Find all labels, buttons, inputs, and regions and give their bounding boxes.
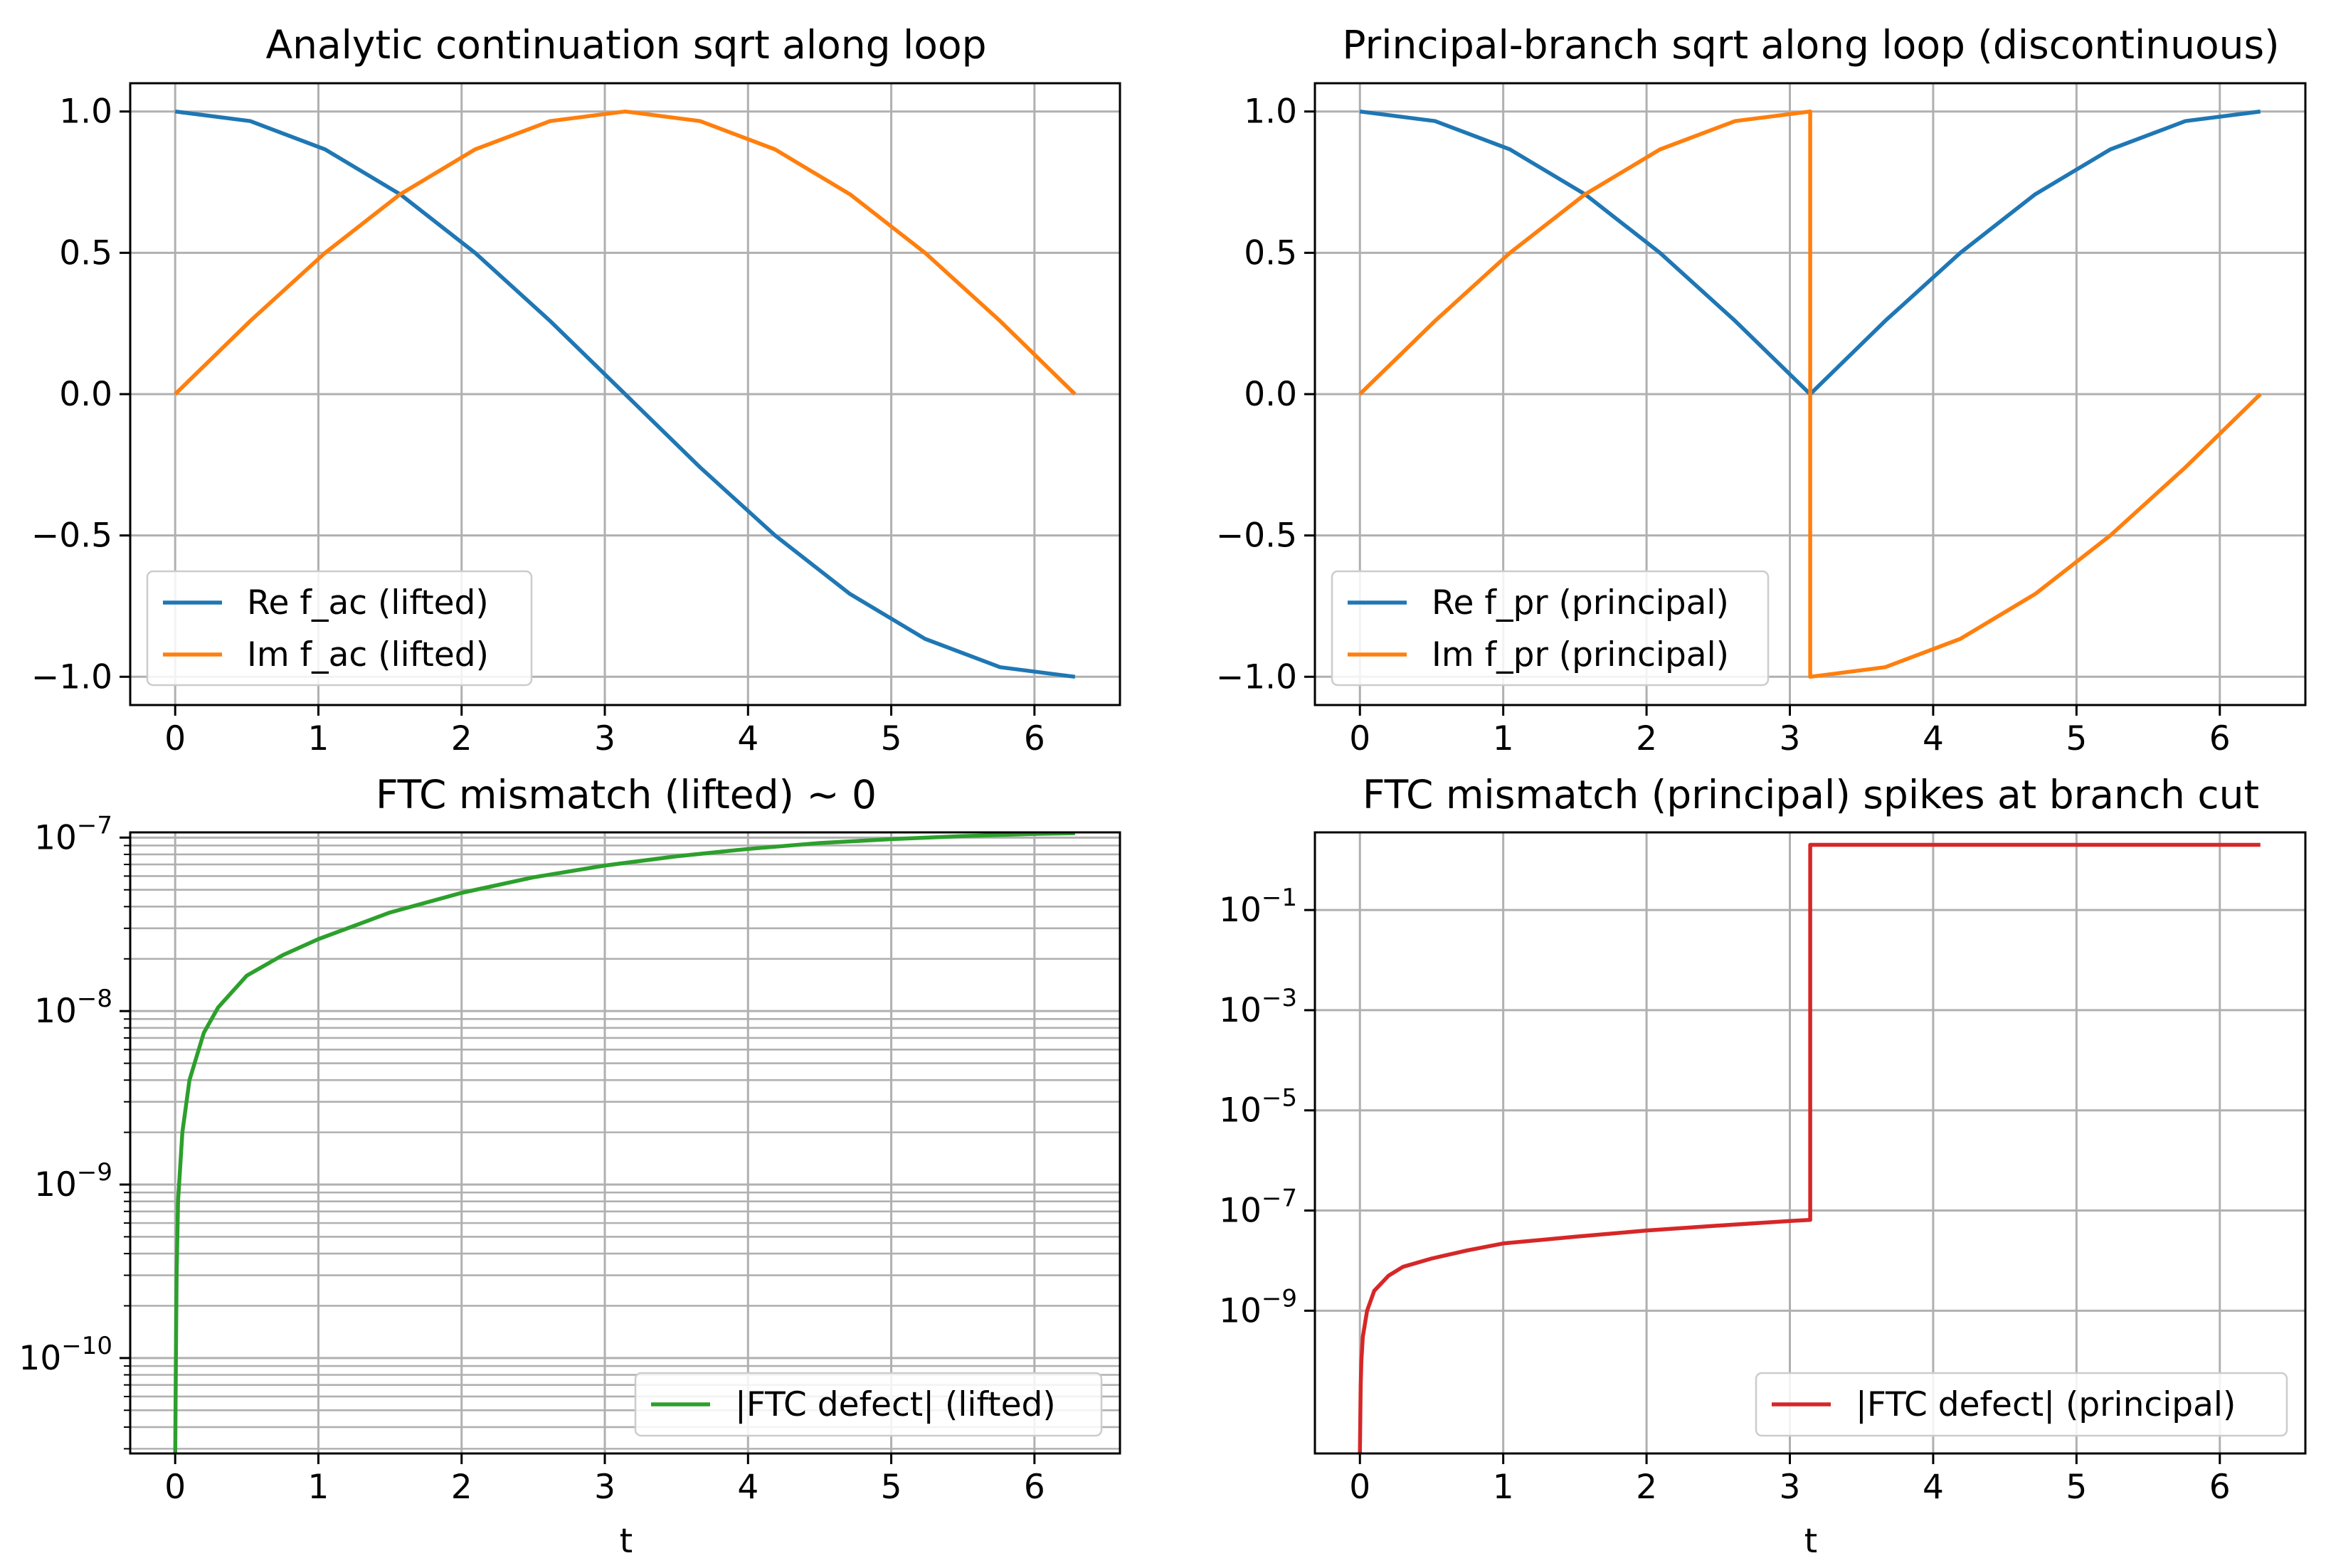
series-line	[174, 109, 1076, 679]
y-tick-label: 1.0	[1244, 92, 1297, 132]
x-tick-label: 5	[881, 719, 902, 758]
x-tick-label: 0	[164, 1468, 186, 1507]
axes-frame	[129, 831, 1121, 1455]
legend-box	[634, 1372, 1103, 1437]
legend-label: Re f_ac (lifted)	[247, 583, 489, 623]
y-tick-label: 0.0	[59, 375, 112, 414]
y-tick-label: 10−5	[1219, 1084, 1297, 1130]
legend-box	[146, 570, 533, 687]
x-axis-label: t	[620, 1522, 633, 1561]
panel-title: FTC mismatch (lifted) ~ 0	[376, 772, 877, 817]
y-tick-label: 0.5	[1244, 233, 1297, 272]
panel-title: Analytic continuation sqrt along loop	[265, 22, 986, 68]
x-tick-label: 0	[1349, 1468, 1370, 1507]
series-line	[1358, 109, 2262, 679]
y-tick-label: −0.5	[1216, 517, 1297, 556]
panel-principal-branch: 0 1 2 3 4 5 6 −1.0 −0.5 0.0 0.5 1.0 Re f_pr (princip…	[1216, 82, 2307, 758]
legend-label: Im f_ac (lifted)	[247, 635, 489, 674]
axes-frame	[1313, 82, 2307, 706]
x-tick-label: 6	[1024, 719, 1045, 758]
y-tick-label: 1.0	[59, 92, 112, 132]
legend-box	[1755, 1372, 2288, 1437]
x-tick-label: 0	[1349, 719, 1370, 758]
y-tick-label: 10−10	[18, 1332, 112, 1378]
panel-title: FTC mismatch (principal) spikes at branc…	[1363, 772, 2259, 817]
y-tick-label: 10−9	[34, 1158, 112, 1204]
x-tick-label: 6	[2209, 719, 2231, 758]
legend-label: |FTC defect| (principal)	[1856, 1385, 2236, 1424]
y-tick-label: 0.0	[1244, 375, 1297, 414]
legend-label: Im f_pr (principal)	[1432, 635, 1729, 674]
panel-analytic-continuation: 0 1 2 3 4 5 6 −1.0 −0.5 0.0 0.5 1.0 Re f_ac (lifted)…	[31, 82, 1121, 758]
y-tick-label: 0.5	[59, 233, 112, 272]
y-tick-label: 10−3	[1219, 984, 1297, 1030]
x-tick-label: 4	[1923, 1468, 1944, 1507]
x-tick-label: 4	[737, 719, 758, 758]
legend-label: |FTC defect| (lifted)	[735, 1385, 1056, 1424]
x-tick-label: 1	[1493, 1468, 1514, 1507]
x-tick-label: 3	[1780, 719, 1801, 758]
series-line	[173, 832, 1075, 1453]
y-tick-label: 10−9	[1219, 1284, 1297, 1330]
axes-frame	[1313, 831, 2307, 1455]
axes-frame	[129, 82, 1121, 706]
x-tick-label: 1	[1493, 719, 1514, 758]
x-tick-label: 0	[164, 719, 186, 758]
x-tick-label: 4	[1923, 719, 1944, 758]
x-tick-label: 3	[594, 719, 615, 758]
x-tick-label: 3	[594, 1468, 615, 1507]
x-tick-label: 6	[1024, 1468, 1045, 1507]
x-axis-label: t	[1804, 1522, 1817, 1561]
x-tick-label: 5	[2066, 719, 2087, 758]
y-tick-label: 10−1	[1219, 884, 1297, 930]
series-line	[174, 109, 1077, 396]
x-tick-label: 2	[1636, 719, 1657, 758]
x-tick-label: 4	[737, 1468, 758, 1507]
x-tick-label: 3	[1780, 1468, 1801, 1507]
legend-box	[1331, 570, 1770, 687]
y-tick-label: −1.0	[1216, 657, 1297, 696]
y-tick-label: 10−8	[34, 985, 112, 1031]
series-line	[1358, 842, 2261, 1453]
y-tick-label: 10−7	[34, 811, 112, 857]
y-tick-label: −1.0	[31, 657, 112, 696]
x-tick-label: 5	[881, 1468, 902, 1507]
x-tick-label: 2	[451, 1468, 472, 1507]
panel-title: Principal-branch sqrt along loop (discon…	[1342, 22, 2279, 68]
y-tick-label: 10−7	[1219, 1185, 1297, 1231]
x-tick-label: 1	[308, 719, 329, 758]
x-tick-label: 2	[1636, 1468, 1657, 1507]
panel-ftc-mismatch-principal: 0 1 2 3 4 5 6 10−9 10−7 10−5 10−3 10−1 |FTC defect| …	[1219, 831, 2307, 1507]
x-tick-label: 5	[2066, 1468, 2087, 1507]
x-tick-label: 1	[308, 1468, 329, 1507]
x-tick-label: 6	[2209, 1468, 2231, 1507]
x-tick-label: 2	[451, 719, 472, 758]
y-tick-label: −0.5	[31, 517, 112, 556]
panel-ftc-mismatch-lifted: 0 1 2 3 4 5 6 10−10 10−9 10−8 10−7 |FTC defect| (li…	[18, 811, 1121, 1507]
legend-label: Re f_pr (principal)	[1432, 583, 1729, 623]
